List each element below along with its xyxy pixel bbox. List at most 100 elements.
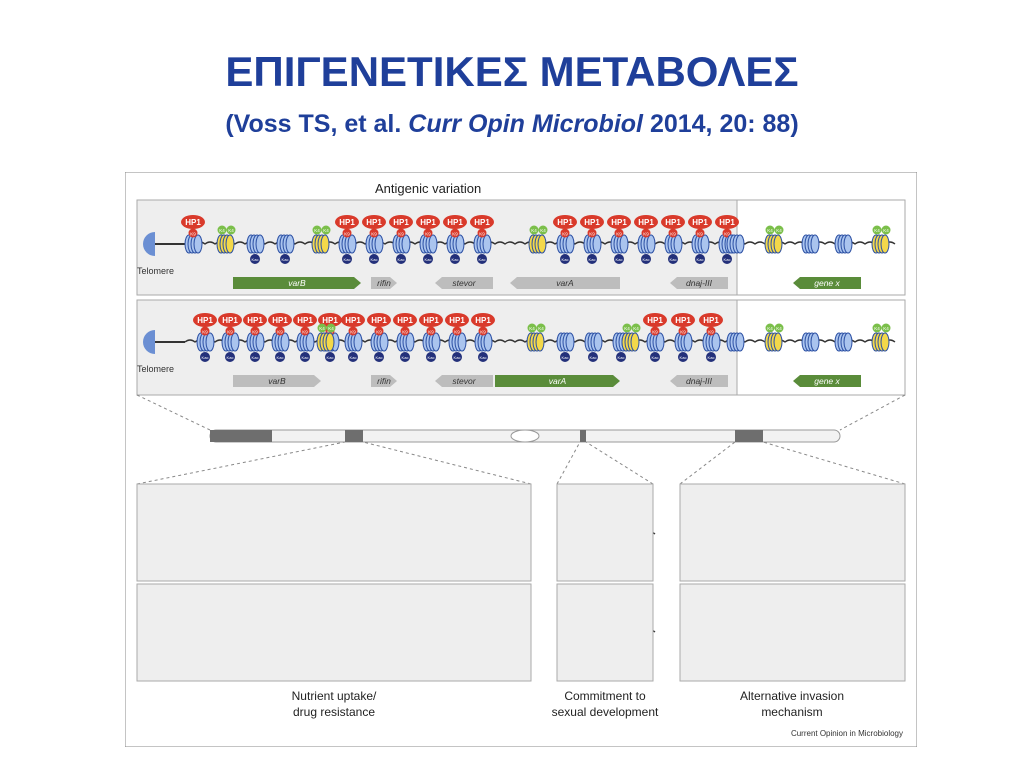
nucleosome: [621, 332, 640, 352]
k9-label: K9: [252, 330, 258, 335]
hp1-bubble: [688, 215, 712, 229]
hp1-label: HP1: [322, 316, 338, 325]
k4-mark: [529, 225, 539, 235]
hp1-label: HP1: [665, 218, 681, 227]
nucleosome-disc: [379, 332, 389, 352]
k9-label: K9: [302, 330, 308, 335]
hp1-label: HP1: [272, 316, 288, 325]
hp1-label: HP1: [247, 316, 263, 325]
acetyl-mark: [426, 352, 436, 362]
nucleosome: [526, 332, 545, 352]
hp1-marker: HP1 K9: [443, 215, 467, 238]
k9-mark: [275, 326, 285, 336]
hp1-label: HP1: [393, 218, 409, 227]
nucleosome-disc: [683, 332, 693, 352]
acetyl-marker: Kac: [478, 352, 488, 362]
k4-mark: [317, 323, 327, 333]
hp1-bubble: [389, 215, 413, 229]
acetyl-mark: [650, 352, 660, 362]
hp1-bubble: [661, 215, 685, 229]
acetyl-mark: [668, 254, 678, 264]
hp1-marker: HP1 K9: [335, 215, 359, 238]
nucleosome: [276, 234, 295, 254]
nucleosome: [726, 332, 745, 352]
hp1-bubble: [341, 313, 365, 327]
nucleosome-disc: [431, 332, 441, 352]
nucleosome-disc: [843, 332, 853, 352]
gene-arrow: dnaj-III: [670, 375, 728, 387]
hp1-marker: HP1 K9: [393, 313, 417, 336]
acetyl-mark: [641, 254, 651, 264]
k9-mark: [348, 326, 358, 336]
sexual-panel-top: [556, 483, 654, 582]
gene-arrow-shape: [371, 375, 397, 387]
nucleosome-disc: [810, 234, 820, 254]
nucleosome-disc: [405, 332, 415, 352]
nucleosome-disc: [483, 332, 493, 352]
k4-mark: [631, 323, 641, 333]
nucleosome: [316, 332, 335, 352]
acetyl-label: Kac: [643, 257, 650, 262]
nucleosome-disc: [320, 234, 330, 254]
nucleosome-disc: [565, 234, 575, 254]
hp1-label: HP1: [449, 316, 465, 325]
k4-label: K4: [874, 326, 880, 331]
acetyl-label: Kac: [589, 257, 596, 262]
nucleosome-disc: [457, 332, 467, 352]
hp1-marker: HP1 K9: [671, 313, 695, 336]
k9-mark: [452, 326, 462, 336]
acetyl-label: Kac: [302, 355, 309, 360]
acetyl-marker: Kac: [250, 254, 260, 264]
hp1-label: HP1: [447, 218, 463, 227]
k9-mark: [188, 228, 198, 238]
telomere-cap-top: [143, 232, 185, 256]
k4-mark: [765, 225, 775, 235]
nucleosome: [583, 234, 602, 254]
nucleosome-disc: [773, 234, 783, 254]
hp1-marker: HP1 K9: [688, 215, 712, 238]
k4-label: K4: [538, 326, 544, 331]
acetyl-label: Kac: [282, 257, 289, 262]
hp1-label: HP1: [339, 218, 355, 227]
acetyl-marker: Kac: [426, 352, 436, 362]
acetyl-label: Kac: [590, 355, 597, 360]
citation-journal: Curr Opin Microbiol: [408, 110, 643, 138]
hp1-label: HP1: [675, 316, 691, 325]
hp1-label: HP1: [222, 316, 238, 325]
k4-label: K4: [531, 228, 537, 233]
k9-mark: [423, 228, 433, 238]
gene-arrow-shape: [670, 277, 728, 289]
gene-arrow-shape: [233, 277, 361, 289]
hp1-marker: HP1 K9: [643, 313, 667, 336]
journal-credit: Current Opinion in Microbiology: [791, 729, 903, 738]
k4-mark: [527, 323, 537, 333]
hp1-bubble: [293, 313, 317, 327]
acetyl-label: Kac: [252, 355, 259, 360]
gene-arrow-shape: [670, 375, 728, 387]
k9-label: K9: [697, 232, 703, 237]
gene-arrow-shape: [435, 375, 493, 387]
nucleosome-disc: [482, 234, 492, 254]
hp1-bubble: [471, 313, 495, 327]
gene-arrow: stevor: [435, 375, 493, 387]
gene-arrow-shape: [495, 375, 620, 387]
chromosome: [209, 429, 841, 443]
acetyl-marker: Kac: [668, 254, 678, 264]
k9-mark: [587, 228, 597, 238]
acetyl-mark: [400, 352, 410, 362]
k4-mark: [538, 225, 548, 235]
nucleosome-disc: [374, 234, 384, 254]
k4-mark: [326, 323, 336, 333]
sexual-panel-bottom: [556, 583, 654, 682]
acetyl-marker: Kac: [706, 352, 716, 362]
nucleosome: [726, 234, 745, 254]
nucleosome: [271, 332, 290, 352]
acetyl-mark: [450, 254, 460, 264]
acetyl-label: Kac: [652, 355, 659, 360]
hp1-label: HP1: [366, 218, 382, 227]
gene-label: stevor: [452, 278, 476, 288]
